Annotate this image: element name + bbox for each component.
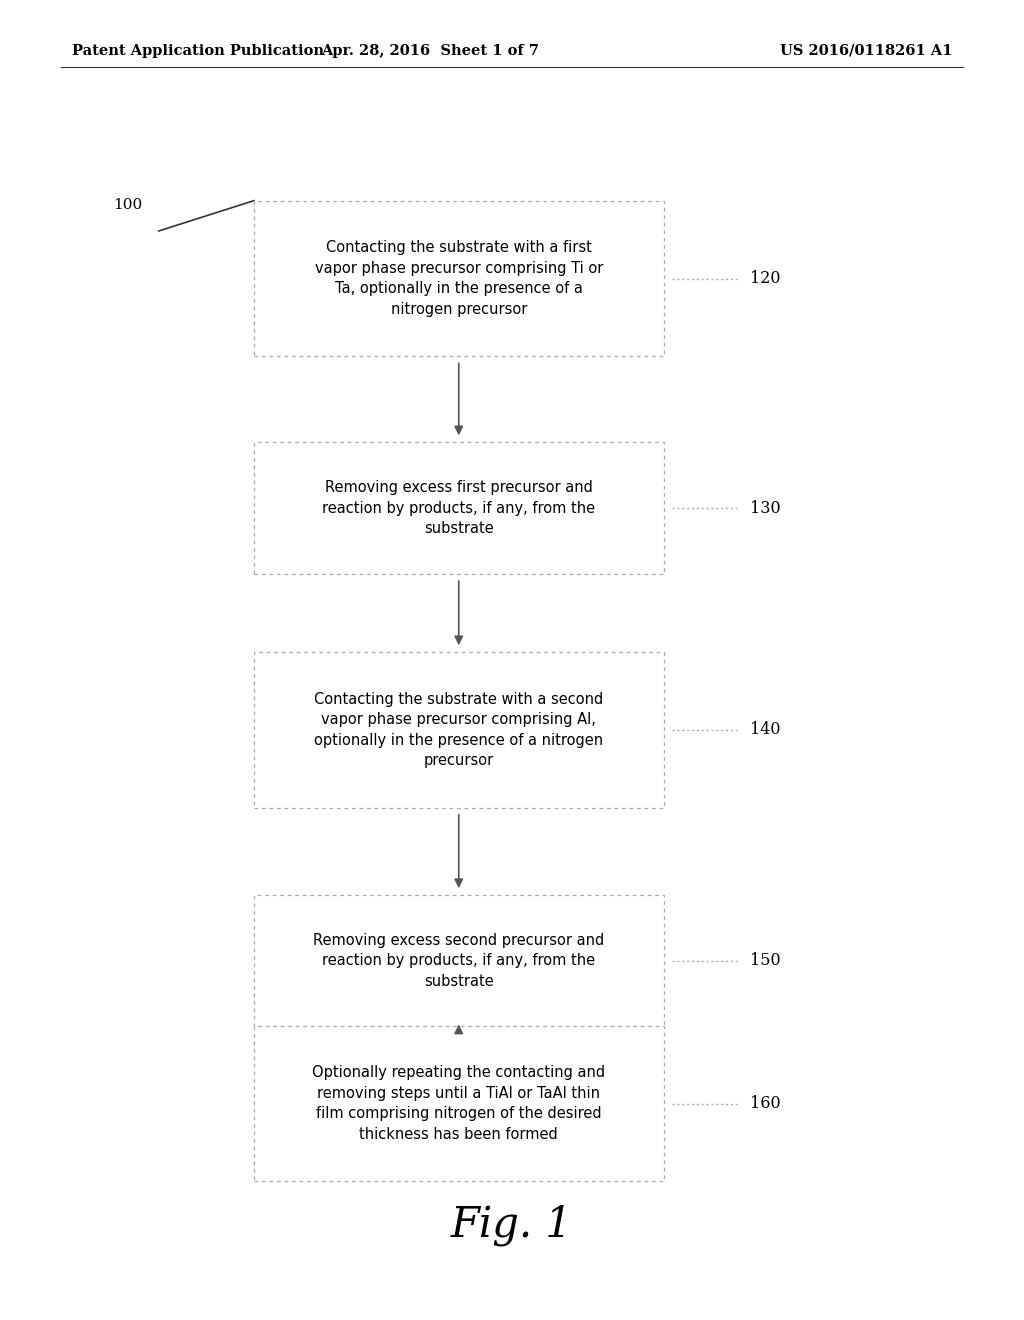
Text: Optionally repeating the contacting and
removing steps until a TiAl or TaAl thin: Optionally repeating the contacting and … xyxy=(312,1065,605,1142)
Text: 150: 150 xyxy=(750,953,780,969)
Text: US 2016/0118261 A1: US 2016/0118261 A1 xyxy=(780,44,952,58)
Text: 100: 100 xyxy=(114,198,142,211)
Text: 130: 130 xyxy=(750,500,780,516)
Bar xyxy=(254,201,664,356)
Text: 140: 140 xyxy=(750,722,780,738)
Text: Removing excess second precursor and
reaction by products, if any, from the
subs: Removing excess second precursor and rea… xyxy=(313,933,604,989)
Text: 120: 120 xyxy=(750,271,780,286)
Text: Patent Application Publication: Patent Application Publication xyxy=(72,44,324,58)
Text: 160: 160 xyxy=(750,1096,780,1111)
Bar xyxy=(254,895,664,1027)
Text: Fig. 1: Fig. 1 xyxy=(451,1204,573,1246)
Bar xyxy=(254,442,664,574)
Bar xyxy=(254,1026,664,1181)
Text: Removing excess first precursor and
reaction by products, if any, from the
subst: Removing excess first precursor and reac… xyxy=(323,480,595,536)
Text: Contacting the substrate with a first
vapor phase precursor comprising Ti or
Ta,: Contacting the substrate with a first va… xyxy=(314,240,603,317)
Text: Contacting the substrate with a second
vapor phase precursor comprising Al,
opti: Contacting the substrate with a second v… xyxy=(314,692,603,768)
Bar xyxy=(254,652,664,808)
Text: Apr. 28, 2016  Sheet 1 of 7: Apr. 28, 2016 Sheet 1 of 7 xyxy=(322,44,539,58)
